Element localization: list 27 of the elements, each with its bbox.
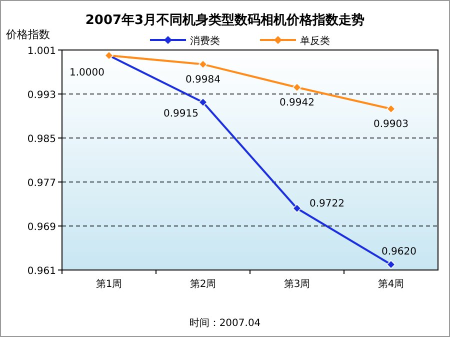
data-label: 0.9984 bbox=[186, 74, 220, 86]
point bbox=[292, 204, 302, 213]
y-tick-label: 0.969 bbox=[27, 222, 56, 233]
data-label: 0.9722 bbox=[310, 198, 344, 210]
x-tick-label: 第4周 bbox=[378, 278, 404, 290]
data-label: 0.9942 bbox=[280, 97, 314, 108]
y-tick-label: 0.993 bbox=[27, 90, 56, 101]
data-label: 0.9620 bbox=[382, 246, 416, 258]
legend-label: 消费类 bbox=[190, 35, 220, 47]
data-label: 0.9915 bbox=[164, 108, 198, 120]
x-tick-label: 第3周 bbox=[284, 278, 310, 290]
text: 时间：2007.04 bbox=[189, 317, 261, 329]
data-label: 0.9903 bbox=[374, 118, 408, 130]
point bbox=[292, 83, 302, 92]
chart-title: 2007年3月不同机身类型数码相机价格指数走势 bbox=[85, 12, 365, 28]
point bbox=[386, 260, 396, 269]
x-tick-label: 第1周 bbox=[96, 278, 122, 290]
data-label: 1.0000 bbox=[70, 68, 104, 78]
x-tick-label: 第2周 bbox=[190, 278, 216, 290]
point bbox=[386, 104, 396, 114]
y-tick-label: 0.985 bbox=[27, 134, 56, 145]
y-tick-label: 1.001 bbox=[27, 46, 56, 57]
y-tick-label: 0.977 bbox=[27, 178, 56, 189]
legend-label: 单反类 bbox=[300, 35, 330, 47]
y-axis-title: 价格指数 bbox=[5, 28, 50, 41]
y-tick-label: 0.961 bbox=[27, 266, 56, 277]
point bbox=[198, 98, 208, 107]
